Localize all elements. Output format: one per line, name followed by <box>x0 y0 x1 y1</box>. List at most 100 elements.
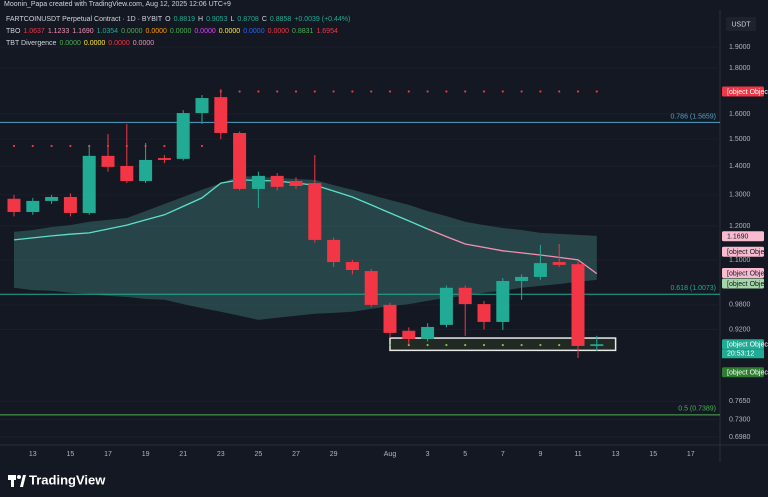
legend-item: 0.0000 <box>121 28 143 35</box>
indicator-dot <box>313 90 316 93</box>
x-tick-label: 13 <box>612 451 620 458</box>
indicator-dot <box>426 90 429 93</box>
indicator-dot <box>351 90 354 93</box>
legend-item: 0.0000 <box>108 40 130 47</box>
x-tick-label: 17 <box>687 451 695 458</box>
indicator-dot <box>163 144 166 148</box>
candle-body <box>345 262 359 270</box>
indicator-dot <box>482 343 486 347</box>
candle-body <box>176 113 190 159</box>
candle-body <box>251 175 265 189</box>
candle-body <box>552 262 566 265</box>
candle-body <box>157 158 171 160</box>
indicator-dot <box>482 90 486 93</box>
legend-item: 0.0000 <box>132 40 155 47</box>
countdown: 20:53:12 <box>727 351 754 358</box>
candle-body <box>45 196 59 201</box>
y-tick-label: 0.7650 <box>729 398 751 405</box>
y-tick-label: 0.6980 <box>729 434 751 441</box>
candle-body <box>195 98 209 114</box>
legend-item: H <box>198 16 204 23</box>
legend-item: FARTCOINUSDT Perpetual Contract · 1D · B… <box>6 16 163 23</box>
indicator-dot <box>370 90 373 93</box>
indicator-dot <box>407 90 410 93</box>
indicator-dot <box>445 343 448 347</box>
candle-body <box>496 281 510 322</box>
indicator-dot <box>539 343 542 347</box>
x-tick-label: 5 <box>463 451 467 458</box>
legend-item: C <box>261 16 267 23</box>
currency-box <box>726 17 756 31</box>
legend-item: +0.0039 (+0.44%) <box>294 16 351 23</box>
price-label: [object Object] <box>727 342 768 349</box>
candle-body <box>233 132 247 189</box>
candle-body <box>402 330 416 339</box>
candle-body <box>327 239 341 263</box>
logo: TradingView <box>8 472 106 487</box>
currency: USDT <box>731 21 751 28</box>
indicator-dot <box>69 144 72 148</box>
x-tick-label: 21 <box>179 451 187 458</box>
indicator-dot <box>31 144 34 148</box>
indicator-dot <box>407 343 410 347</box>
x-tick-label: 15 <box>67 451 75 458</box>
indicator-dot <box>294 90 298 93</box>
legend-item: 0.0000 <box>194 28 216 35</box>
x-tick-label: 17 <box>104 451 112 458</box>
indicator-dot <box>501 343 504 347</box>
legend-item: 0.8831 <box>292 28 314 35</box>
legend-item: 0.8858 <box>269 16 292 23</box>
legend-item: L <box>230 16 235 23</box>
x-tick-label: 19 <box>142 451 150 458</box>
legend-line: TBO 1.0637 1.1233 1.1690 1.0354 0.0000 0.0000 0… <box>6 26 353 38</box>
candle-body <box>308 183 322 240</box>
candle-body <box>289 181 303 186</box>
indicator-dot <box>595 90 598 93</box>
legend-item: 0.0000 <box>145 28 167 35</box>
logo-mark <box>11 475 14 487</box>
price-label-box <box>722 278 764 289</box>
y-tick-label: 1.5000 <box>729 136 751 143</box>
indicator-dot <box>558 343 561 347</box>
countdown-box <box>722 349 764 359</box>
indicator-dot <box>332 90 335 93</box>
price-label: 1.1690 <box>727 234 749 241</box>
y-tick-label: 1.2000 <box>729 223 751 230</box>
indicator-dot <box>520 90 523 93</box>
price-label-box <box>722 339 764 350</box>
indicator-dot <box>520 343 523 347</box>
fib-label: 0.618 (1.0073) <box>670 285 716 292</box>
indicator-dot <box>426 343 429 347</box>
candle-body <box>7 198 21 213</box>
candle-body <box>571 264 585 346</box>
cloud-band <box>14 175 597 320</box>
candle-body <box>515 276 529 282</box>
x-tick-label: 11 <box>574 451 581 458</box>
legend-item: 1.0354 <box>96 28 119 35</box>
candle-body <box>439 287 453 325</box>
candle-body <box>421 326 435 339</box>
x-tick-label: 23 <box>217 451 225 458</box>
legend-item: 0.8708 <box>237 16 259 23</box>
legend-item: TBT Divergence <box>6 40 57 47</box>
fib-label: 0.5 (0.7389) <box>678 406 716 413</box>
indicator-dot <box>464 343 467 347</box>
candle-body <box>270 175 284 187</box>
price-label-box <box>722 246 764 257</box>
price-label: [object Object] <box>727 249 768 256</box>
indicator-dot <box>576 90 580 93</box>
logo-mark <box>20 475 26 487</box>
legend-item: 0.0000 <box>169 28 192 35</box>
legend-item: 1.1233 <box>47 28 70 35</box>
indicator-dot <box>501 90 504 93</box>
candle-body <box>120 166 134 182</box>
candle-body <box>477 304 491 322</box>
indicator-dot <box>539 90 542 93</box>
candle-body <box>590 344 604 346</box>
indicator-dot <box>257 90 260 93</box>
x-tick-label: 3 <box>426 451 430 458</box>
y-tick-label: 1.8000 <box>729 65 751 72</box>
price-label: [object Object] <box>727 281 768 288</box>
